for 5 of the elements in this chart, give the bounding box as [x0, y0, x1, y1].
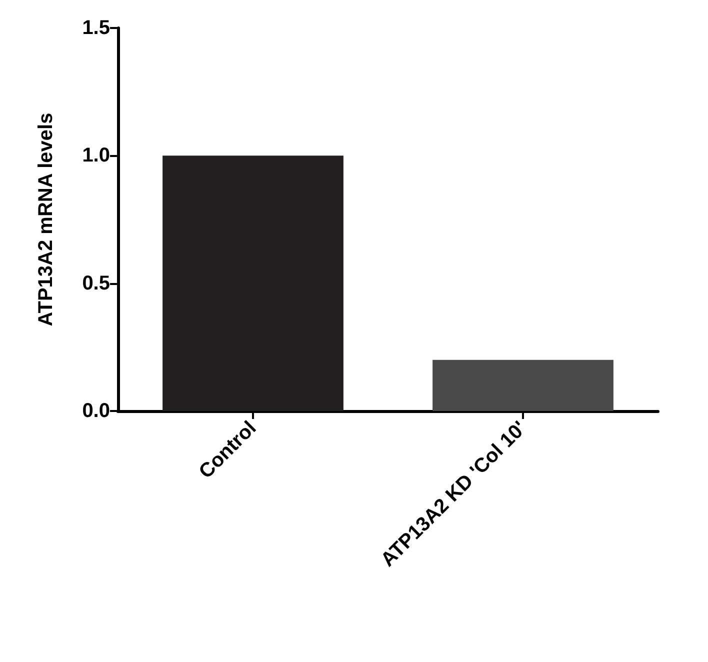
y-tick-label: 1.5: [82, 17, 110, 39]
y-tick-label: 0.5: [82, 272, 110, 294]
y-axis-title: ATP13A2 mRNA levels: [35, 112, 57, 326]
y-tick-label: 0.0: [82, 400, 110, 422]
y-tick-label: 1.0: [82, 144, 110, 167]
